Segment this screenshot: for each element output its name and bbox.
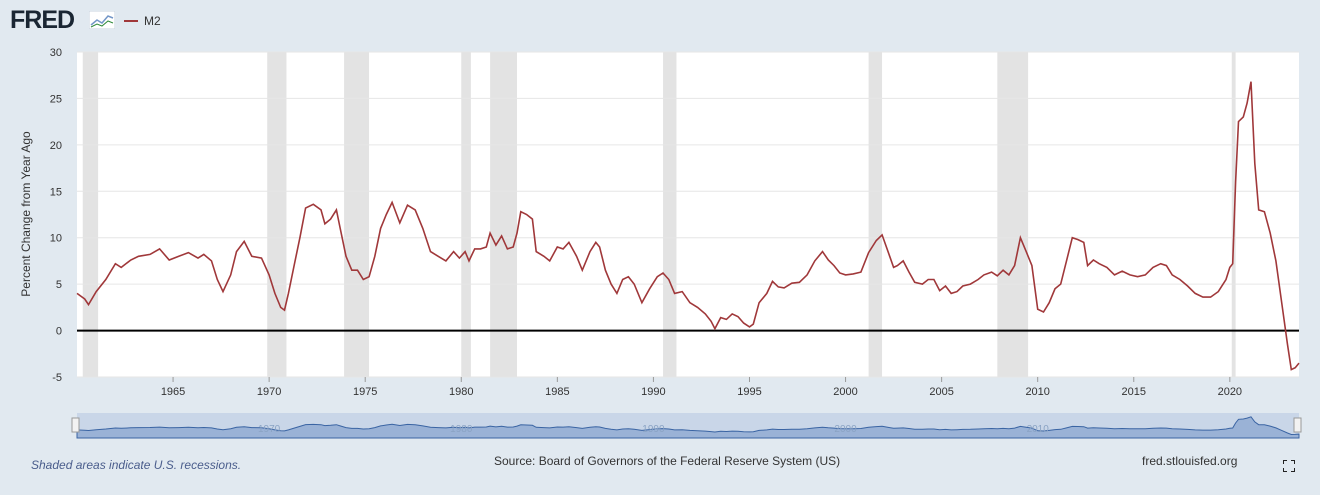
y-tick-15: 15 xyxy=(50,186,62,198)
recession-band-0 xyxy=(82,52,99,377)
x-tick-2020: 2020 xyxy=(1218,386,1242,398)
navigator-handle-right[interactable] xyxy=(1293,417,1302,433)
recession-band-4 xyxy=(490,52,517,377)
x-tick-1970: 1970 xyxy=(257,386,281,398)
navigator-handle-left[interactable] xyxy=(71,417,80,433)
y-axis-ticks: -5 0 5 10 15 20 25 30 xyxy=(50,47,62,384)
y-tick-0: 0 xyxy=(56,326,62,338)
recession-band-6 xyxy=(868,52,883,377)
recession-band-7 xyxy=(997,52,1029,377)
y-tick-10: 10 xyxy=(50,233,62,245)
x-tick-2010: 2010 xyxy=(1025,386,1049,398)
x-tick-1985: 1985 xyxy=(545,386,569,398)
navigator[interactable]: 1970 1980 1990 2000 2010 xyxy=(71,413,1302,439)
y-tick--5: -5 xyxy=(52,372,62,384)
x-tick-1965: 1965 xyxy=(161,386,185,398)
site-link[interactable]: fred.stlouisfed.org xyxy=(1142,454,1238,468)
y-axis-label: Percent Change from Year Ago xyxy=(19,131,33,297)
plot-background xyxy=(77,52,1299,377)
recession-band-3 xyxy=(461,52,471,377)
x-tick-2000: 2000 xyxy=(833,386,857,398)
navigator-tick-2000: 2000 xyxy=(834,424,857,435)
recession-band-2 xyxy=(344,52,370,377)
navigator-tick-1980: 1980 xyxy=(450,424,473,435)
recession-band-1 xyxy=(267,52,287,377)
x-tick-2015: 2015 xyxy=(1122,386,1146,398)
m2-series-line[interactable] xyxy=(76,81,1300,371)
navigator-tick-1990: 1990 xyxy=(642,424,665,435)
y-tick-25: 25 xyxy=(50,93,62,105)
fullscreen-icon[interactable] xyxy=(1283,460,1295,472)
recession-band-5 xyxy=(663,52,677,377)
legend[interactable]: M2 xyxy=(124,14,161,28)
fred-logo[interactable]: FRED xyxy=(10,6,75,34)
y-gridlines xyxy=(77,51,1299,378)
x-tick-1980: 1980 xyxy=(449,386,473,398)
navigator-tick-1970: 1970 xyxy=(258,424,281,435)
navigator-ticks: 1970 1980 1990 2000 2010 xyxy=(258,424,1049,435)
x-tick-1975: 1975 xyxy=(353,386,377,398)
navigator-series xyxy=(76,416,1300,439)
x-axis-ticks: 1965 1970 1975 1980 1985 1990 1995 2000 2005 2010… xyxy=(161,377,1242,398)
y-tick-20: 20 xyxy=(50,140,62,152)
recession-note: Shaded areas indicate U.S. recessions. xyxy=(31,458,242,472)
x-tick-2005: 2005 xyxy=(929,386,953,398)
legend-swatch xyxy=(124,20,138,22)
x-tick-1990: 1990 xyxy=(641,386,665,398)
navigator-tick-2010: 2010 xyxy=(1027,424,1050,435)
source-note: Source: Board of Governors of the Federa… xyxy=(494,454,841,468)
logo-graph-icon xyxy=(89,11,115,29)
legend-series-label: M2 xyxy=(144,14,161,28)
x-tick-1995: 1995 xyxy=(737,386,761,398)
y-tick-5: 5 xyxy=(56,279,62,291)
y-tick-30: 30 xyxy=(50,47,62,59)
